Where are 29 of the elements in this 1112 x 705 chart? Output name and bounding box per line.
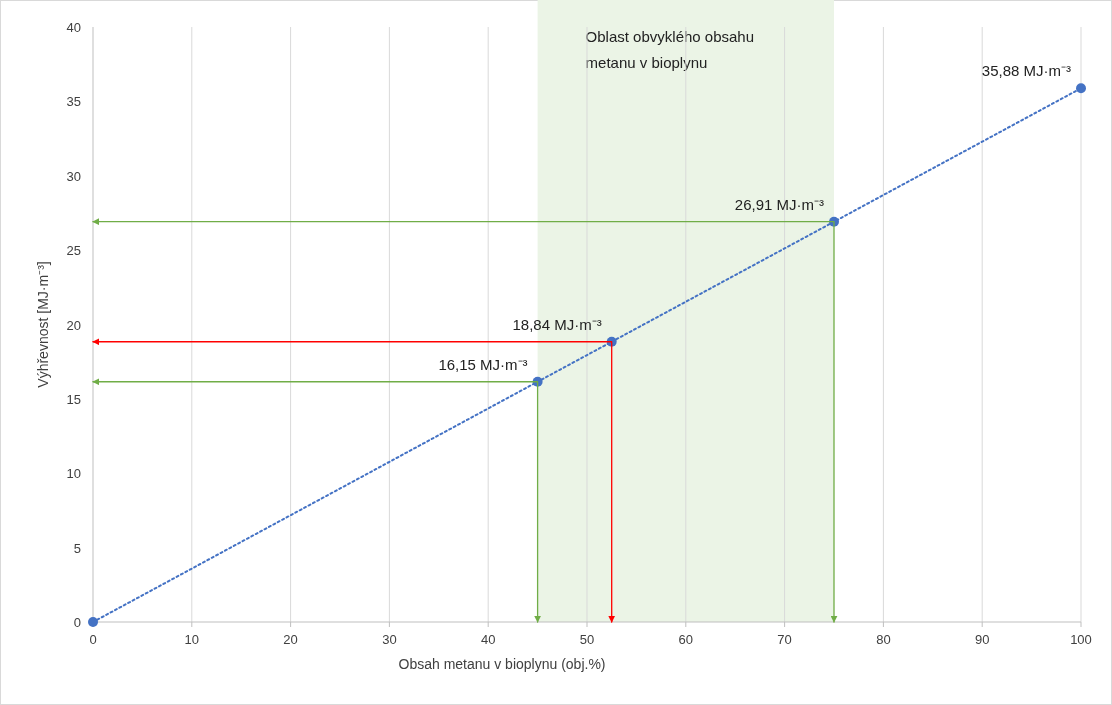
annotation: 16,15 MJ·m⁻³ [438,355,528,373]
y-tick-label: 15 [66,391,81,407]
x-tick-label: 90 [974,632,990,647]
annotation: 35,88 MJ·m⁻³ [981,62,1071,80]
x-tick-label: 80 [876,632,891,647]
x-tick-label: 10 [184,632,200,647]
x-tick-label: 20 [283,632,298,647]
y-tick-label: 35 [66,94,81,110]
y-tick-label: 0 [73,615,81,630]
x-tick-label: 40 [480,632,496,647]
y-tick-label: 40 [66,20,81,35]
x-tick-label: 60 [678,632,694,647]
band-label: Oblast obvyklého obsahu metanu v bioplynu [585,28,755,71]
x-tick-label: 70 [777,632,792,647]
y-tick-label: 10 [66,466,81,482]
y-tick-label: 30 [66,168,81,184]
annotation: 18,84 MJ·m⁻³ [512,315,602,333]
x-tick-label: 100 [1070,632,1092,647]
x-tick-label: 0 [89,632,97,647]
y-tick-label: 25 [66,243,81,259]
y-tick-label: 20 [66,317,81,333]
annotation: 26,91 MJ·m⁻³ [734,195,824,213]
x-tick-label: 30 [382,632,397,647]
x-axis-title: Obsah metanu v bioplynu (obj.%) [398,656,606,672]
y-tick-label: 5 [73,540,81,556]
point [1076,83,1086,94]
point [88,617,98,627]
x-tick-label: 50 [579,632,595,647]
y-axis-title: Výhřevnost [MJ·m⁻³] [35,261,51,388]
